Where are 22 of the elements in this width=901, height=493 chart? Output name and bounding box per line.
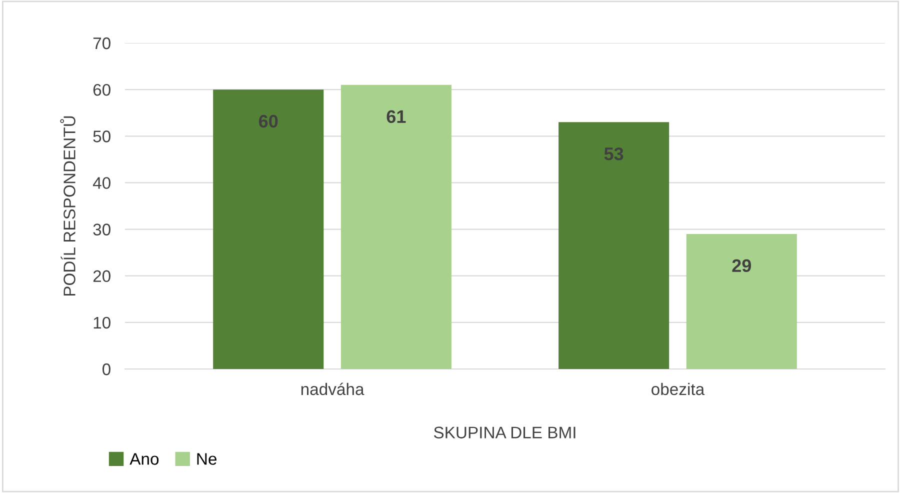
- data-label: 29: [732, 259, 752, 272]
- x-tick-label: nadváha: [301, 382, 364, 396]
- y-tick-label: 0: [102, 363, 110, 376]
- data-label: 53: [604, 147, 624, 160]
- y-tick-label: 10: [94, 316, 110, 329]
- x-axis-title: SKUPINA DLE BMI: [434, 426, 576, 438]
- y-tick-label: 30: [93, 224, 110, 236]
- y-tick-label: 50: [93, 130, 110, 142]
- y-tick-label: 60: [93, 84, 110, 96]
- y-tick-label: 70: [93, 37, 110, 50]
- legend-label: Ano: [130, 453, 159, 465]
- data-label: 61: [386, 110, 406, 124]
- legend-label: Ne: [197, 453, 216, 465]
- bar: [340, 84, 452, 369]
- data-label: 60: [258, 114, 278, 128]
- x-tick-label: obezita: [652, 382, 705, 396]
- bar: [213, 90, 324, 369]
- bar: [558, 122, 670, 369]
- y-tick-label: 20: [93, 270, 110, 282]
- bar: [686, 234, 797, 369]
- y-tick-label: 40: [92, 177, 110, 189]
- y-axis-title: PODÍL RESPONDENTŮ: [60, 116, 76, 296]
